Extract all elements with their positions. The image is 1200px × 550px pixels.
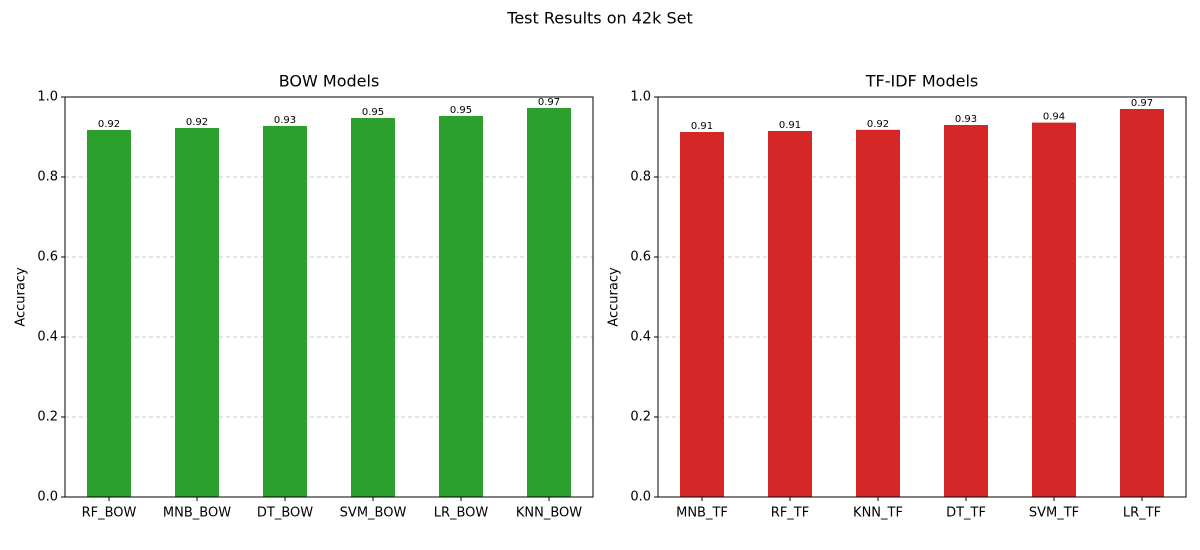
bar (856, 129, 900, 498)
value-label: 0.91 (779, 120, 801, 131)
subplot-title: BOW Models (279, 72, 380, 91)
x-tick-label: DT_TF (946, 506, 986, 521)
figure-title: Test Results on 42k Set (506, 9, 692, 28)
y-tick-label: 0.8 (630, 170, 651, 185)
y-tick-label: 0.0 (630, 490, 651, 505)
value-label: 0.97 (1131, 98, 1153, 109)
bar (1120, 109, 1164, 497)
x-tick-label: LR_BOW (434, 506, 489, 521)
bar (768, 131, 812, 497)
value-label: 0.94 (1043, 112, 1065, 123)
x-tick-label: RF_TF (771, 506, 809, 521)
y-tick-label: 0.4 (37, 330, 58, 345)
bar (944, 125, 988, 497)
bar (439, 116, 483, 497)
y-tick-label: 1.0 (37, 90, 58, 105)
y-tick-label: 0.0 (37, 490, 58, 505)
bar (351, 118, 395, 497)
bar (263, 126, 307, 497)
x-tick-label: MNB_TF (676, 506, 728, 521)
y-tick-label: 0.4 (630, 330, 651, 345)
bar (1032, 122, 1076, 497)
bar (680, 132, 724, 497)
value-label: 0.93 (955, 114, 977, 125)
y-axis-label: Accuracy (607, 267, 622, 327)
value-label: 0.93 (274, 115, 296, 126)
bar (175, 128, 219, 497)
plot-frame (657, 96, 1187, 498)
x-tick-label: KNN_TF (853, 506, 903, 521)
bar (87, 130, 131, 497)
bar (527, 108, 571, 497)
value-label: 0.92 (186, 117, 208, 128)
x-tick-label: KNN_BOW (516, 506, 582, 521)
subplot-title: TF-IDF Models (865, 72, 978, 91)
value-label: 0.95 (362, 107, 384, 118)
value-label: 0.92 (98, 119, 120, 130)
x-tick-label: SVM_BOW (340, 506, 407, 521)
y-tick-label: 0.8 (37, 170, 58, 185)
x-tick-label: DT_BOW (257, 506, 313, 521)
y-tick-label: 0.6 (630, 250, 651, 265)
y-tick-label: 0.6 (37, 250, 58, 265)
value-label: 0.91 (691, 121, 713, 132)
plot-frame (64, 96, 594, 498)
x-tick-label: MNB_BOW (163, 506, 231, 521)
y-tick-label: 0.2 (630, 410, 651, 425)
y-axis-label: Accuracy (14, 267, 29, 327)
value-label: 0.92 (867, 119, 889, 130)
x-tick-label: LR_TF (1123, 506, 1161, 521)
x-tick-label: SVM_TF (1029, 506, 1079, 521)
value-label: 0.95 (450, 105, 472, 116)
x-tick-label: RF_BOW (82, 506, 137, 521)
value-label: 0.97 (538, 97, 560, 108)
y-tick-label: 0.2 (37, 410, 58, 425)
y-tick-label: 1.0 (630, 90, 651, 105)
